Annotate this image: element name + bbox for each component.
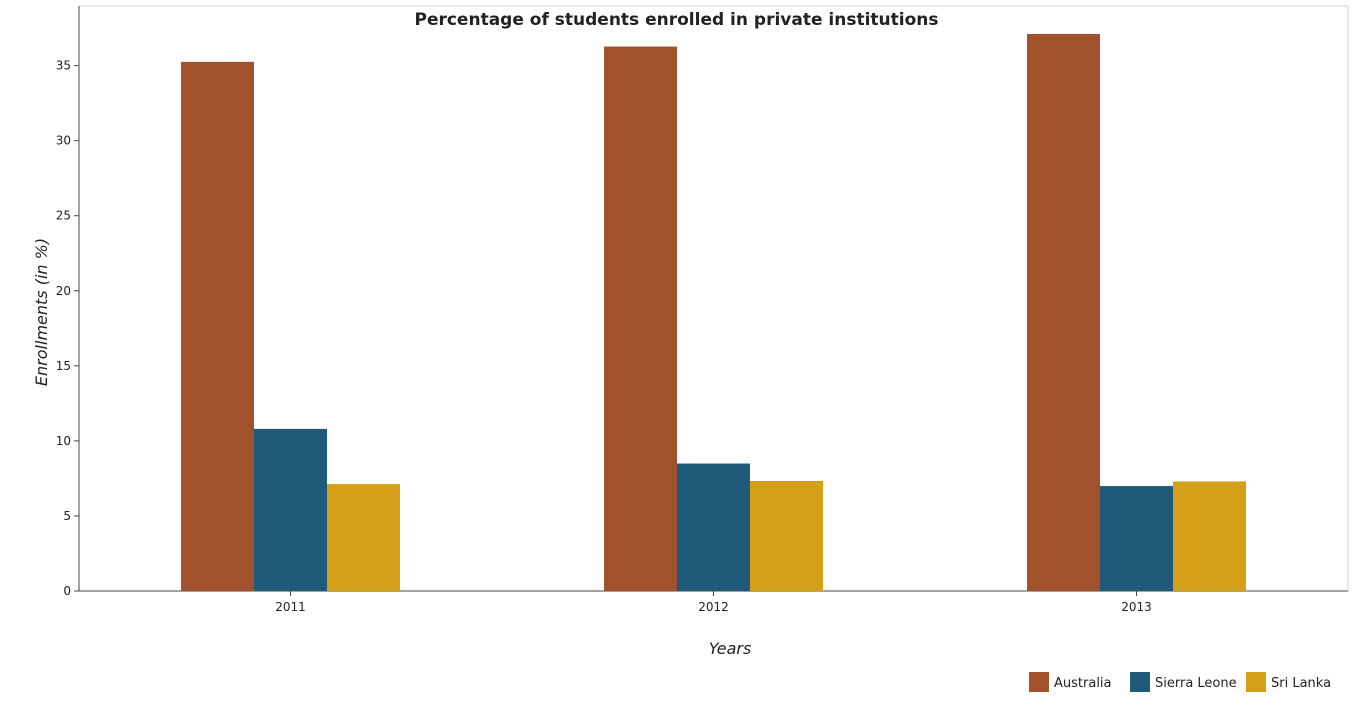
y-tick-label: 25 (56, 209, 71, 223)
legend-swatch-sri-lanka (1246, 672, 1266, 692)
x-axis: 2011 2012 2013 (79, 590, 1348, 614)
y-axis: 0 5 10 15 20 25 30 35 (56, 6, 80, 598)
chart-title: Percentage of students enrolled in priva… (414, 10, 938, 30)
x-axis-title: Years (709, 639, 752, 658)
bar-australia-2012 (604, 46, 677, 591)
bar-sri-lanka-2011 (327, 484, 400, 591)
legend-swatch-sierra-leone (1130, 672, 1150, 692)
x-tick-label: 2011 (275, 600, 306, 614)
legend-label-sri-lanka: Sri Lanka (1271, 676, 1331, 691)
bar-australia-2011 (181, 61, 254, 591)
bar-sierra-leone-2011 (254, 428, 327, 591)
y-tick-label: 0 (63, 584, 71, 598)
y-tick-label: 10 (56, 434, 71, 448)
bar-sri-lanka-2013 (1173, 481, 1246, 591)
bar-sierra-leone-2012 (677, 463, 750, 591)
y-tick-label: 35 (56, 59, 71, 73)
y-tick-label: 20 (56, 284, 71, 298)
y-axis-title: Enrollments (in %) (32, 238, 51, 386)
legend-label-sierra-leone: Sierra Leone (1155, 676, 1237, 691)
legend-label-australia: Australia (1054, 676, 1112, 691)
x-tick-label: 2013 (1121, 600, 1152, 614)
bar-sri-lanka-2012 (750, 480, 823, 591)
bars (181, 33, 1246, 591)
y-tick-label: 30 (56, 134, 71, 148)
bar-sierra-leone-2013 (1100, 486, 1173, 591)
legend-swatch-australia (1029, 672, 1049, 692)
x-tick-label: 2012 (698, 600, 729, 614)
legend: Australia Sierra Leone Sri Lanka (1029, 672, 1331, 692)
bar-australia-2013 (1027, 33, 1100, 591)
y-tick-label: 5 (63, 509, 71, 523)
y-tick-label: 15 (56, 359, 71, 373)
